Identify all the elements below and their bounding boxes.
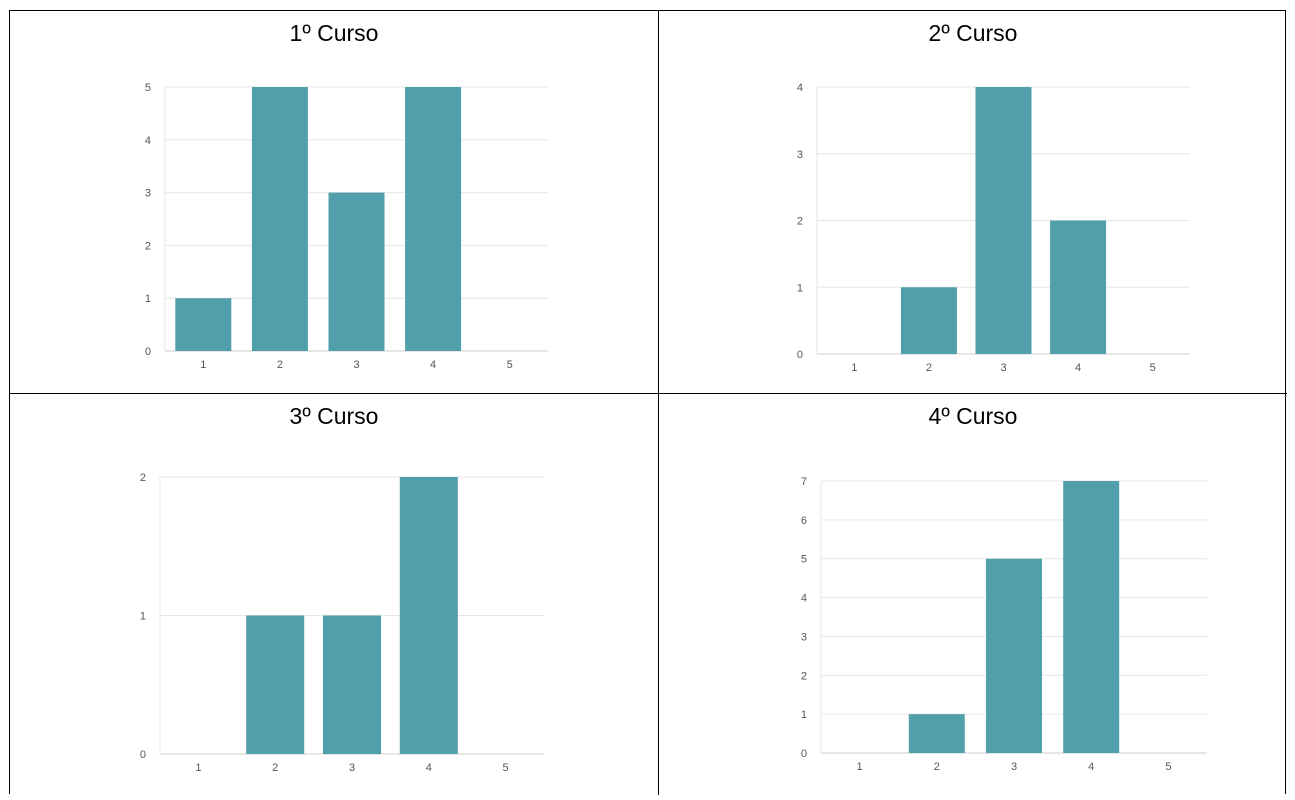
- bar-chart-1-curso: 0 1 2 3 4 5 1 2 3 4 5: [145, 82, 548, 371]
- y-tick-label: 2: [797, 216, 803, 228]
- y-tick-label: 4: [797, 82, 803, 94]
- y-tick-label: 2: [145, 240, 151, 252]
- x-tick-label: 2: [926, 362, 932, 374]
- x-tick-label: 3: [349, 762, 355, 774]
- bar: [908, 714, 965, 753]
- bar-chart-4-curso: 0 1 2 3 4 5 6 7 1 2 3 4 5: [801, 476, 1207, 773]
- x-tick-label: 3: [353, 359, 359, 371]
- bar-chart-3-curso: 0 1 2 1 2 3 4 5: [140, 472, 544, 774]
- y-tick-label: 7: [801, 476, 807, 488]
- x-tick-label: 2: [277, 359, 283, 371]
- y-tick-label: 1: [797, 282, 803, 294]
- bar: [975, 87, 1032, 354]
- panel-title: 4º Curso: [928, 403, 1018, 429]
- x-tick-label: 4: [1088, 761, 1094, 773]
- panel-title: 3º Curso: [289, 403, 379, 429]
- x-tick-label: 3: [1011, 761, 1017, 773]
- x-tick-label: 4: [1075, 362, 1081, 374]
- panel-title: 1º Curso: [289, 20, 379, 46]
- y-tick-label: 1: [801, 709, 807, 721]
- x-tick-label: 1: [195, 762, 201, 774]
- x-tick-label: 5: [1165, 761, 1171, 773]
- y-tick-label: 2: [801, 670, 807, 682]
- y-tick-label: 4: [801, 593, 807, 605]
- x-tick-label: 4: [430, 359, 436, 371]
- panel-2-curso: 2º Curso 0 1 2 3 4 1 2 3 4 5: [659, 11, 1287, 393]
- bar: [175, 298, 232, 351]
- y-tick-label: 2: [140, 472, 146, 484]
- bar-chart-2-curso: 0 1 2 3 4 1 2 3 4 5: [797, 82, 1190, 374]
- x-tick-label: 1: [851, 362, 857, 374]
- x-tick-label: 4: [426, 762, 432, 774]
- bar: [1063, 481, 1120, 753]
- panel-3-curso: 3º Curso 0 1 2 1 2 3 4 5: [10, 394, 658, 795]
- x-tick-label: 5: [503, 762, 509, 774]
- bar: [323, 615, 381, 754]
- y-tick-label: 3: [797, 149, 803, 161]
- x-tick-label: 5: [1150, 362, 1156, 374]
- panel-1-curso: 1º Curso 0 1 2 3 4 5 1 2 3 4 5: [10, 11, 658, 393]
- x-tick-label: 5: [507, 359, 513, 371]
- x-tick-label: 1: [200, 359, 206, 371]
- table-horizontal-divider: [10, 393, 1287, 394]
- table-vertical-divider: [658, 11, 659, 795]
- bar: [1050, 220, 1107, 354]
- y-tick-label: 6: [801, 515, 807, 527]
- y-tick-label: 5: [145, 82, 151, 94]
- y-tick-label: 0: [797, 349, 803, 361]
- bar: [399, 477, 458, 754]
- bar: [251, 87, 308, 351]
- y-tick-label: 1: [145, 293, 151, 305]
- y-tick-label: 0: [801, 748, 807, 760]
- bar: [405, 87, 462, 351]
- x-tick-label: 2: [934, 761, 940, 773]
- bar: [900, 287, 957, 354]
- panel-4-curso: 4º Curso 0 1 2 3 4 5 6 7 1 2 3 4 5: [659, 394, 1287, 795]
- y-tick-label: 0: [140, 749, 146, 761]
- bar: [246, 615, 305, 754]
- panel-title: 2º Curso: [928, 20, 1018, 46]
- x-tick-label: 2: [272, 762, 278, 774]
- bar: [986, 558, 1042, 753]
- chart-grid-table: 1º Curso 0 1 2 3 4 5 1 2 3 4 5 2º Curso 0 1 2 3 4 1 2 3 4 5…: [9, 10, 1287, 795]
- y-tick-label: 3: [145, 188, 151, 200]
- x-tick-label: 3: [1000, 362, 1006, 374]
- bar: [328, 192, 385, 351]
- y-tick-label: 5: [801, 554, 807, 566]
- x-tick-label: 1: [857, 761, 863, 773]
- y-tick-label: 0: [145, 346, 151, 358]
- y-tick-label: 4: [145, 135, 151, 147]
- y-tick-label: 1: [140, 611, 146, 623]
- y-tick-label: 3: [801, 631, 807, 643]
